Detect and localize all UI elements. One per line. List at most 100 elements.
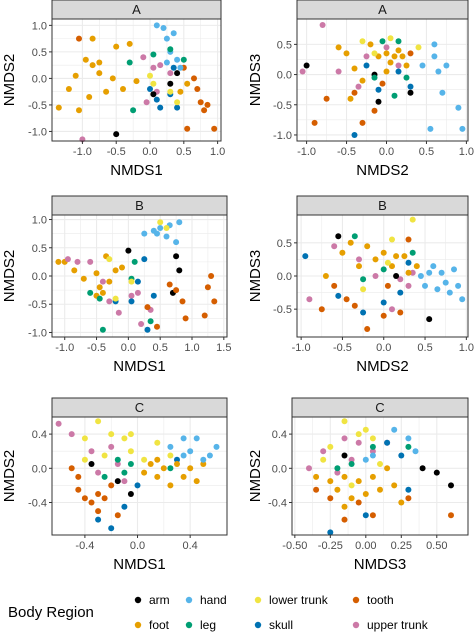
point-hand xyxy=(412,448,419,455)
legend-item-skull: skull xyxy=(254,618,293,632)
point-leg xyxy=(87,289,94,296)
point-foot xyxy=(106,278,113,285)
point-skull xyxy=(141,256,148,263)
point-hand xyxy=(141,230,148,237)
point-skull xyxy=(360,309,367,316)
legend-key xyxy=(185,621,193,629)
x-tick-label: -0.50 xyxy=(282,540,307,552)
point-foot xyxy=(398,499,405,506)
point-upper-trunk xyxy=(88,448,95,455)
point-foot xyxy=(327,478,334,485)
point-tooth xyxy=(323,95,330,102)
point-lower-trunk xyxy=(147,72,153,79)
point-tooth xyxy=(341,516,348,523)
point-hand xyxy=(439,89,446,96)
x-tick-label: -1.0 xyxy=(73,146,92,158)
point-hand xyxy=(430,263,437,270)
y-tick-label: 0.5 xyxy=(277,39,292,51)
facet-strip-label: C xyxy=(135,400,144,415)
point-foot xyxy=(55,258,62,265)
y-tick-label: -1.0 xyxy=(28,327,47,339)
point-foot xyxy=(187,465,194,472)
point-arm xyxy=(375,98,382,105)
point-foot xyxy=(154,456,161,463)
point-skull xyxy=(147,86,153,92)
point-foot xyxy=(86,94,93,100)
legend-item-tooth: tooth xyxy=(352,593,394,607)
point-lower-trunk xyxy=(320,456,327,463)
point-upper-trunk xyxy=(372,273,379,279)
point-skull xyxy=(174,104,181,111)
point-foot xyxy=(103,88,110,95)
legend-key xyxy=(254,621,262,629)
point-arm xyxy=(426,316,433,323)
point-tooth xyxy=(75,486,82,493)
point-upper-trunk xyxy=(306,296,313,303)
point-skull xyxy=(384,439,391,446)
point-foot xyxy=(413,263,420,270)
point-tooth xyxy=(204,101,211,108)
point-hand xyxy=(427,125,434,132)
point-skull xyxy=(95,516,102,523)
point-lower-trunk xyxy=(106,256,113,263)
point-arm xyxy=(341,452,348,459)
y-tick-label: 0.5 xyxy=(32,243,47,255)
point-hand xyxy=(417,273,424,279)
point-lower-trunk xyxy=(415,44,422,51)
point-hand xyxy=(362,456,369,463)
point-upper-trunk xyxy=(405,282,412,289)
point-hand xyxy=(153,22,160,29)
point-skull xyxy=(170,64,177,71)
legend-label: arm xyxy=(149,593,170,607)
point-hand xyxy=(177,64,184,71)
point-foot xyxy=(377,486,383,493)
point-tooth xyxy=(343,296,350,303)
point-upper-trunk xyxy=(121,478,128,485)
point-upper-trunk xyxy=(128,292,135,299)
point-leg xyxy=(369,443,376,450)
point-leg xyxy=(150,51,157,58)
point-foot xyxy=(395,47,402,54)
point-tooth xyxy=(211,298,218,305)
point-upper-trunk xyxy=(320,448,327,455)
point-foot xyxy=(55,104,62,111)
point-foot xyxy=(391,482,398,489)
legend-item-foot: foot xyxy=(134,618,170,632)
point-tooth xyxy=(173,287,180,294)
point-skull xyxy=(302,253,309,260)
point-tooth xyxy=(101,495,108,502)
point-foot xyxy=(112,267,119,274)
point-hand xyxy=(455,282,462,289)
point-lower-trunk xyxy=(127,431,134,438)
x-axis-title: NMDS3 xyxy=(354,556,407,573)
x-tick-label: 1.0 xyxy=(210,146,225,158)
point-foot xyxy=(347,239,354,246)
point-leg xyxy=(395,38,402,45)
point-foot xyxy=(359,77,366,84)
point-foot xyxy=(387,59,394,66)
point-skull xyxy=(351,132,358,138)
point-leg xyxy=(99,326,106,333)
point-foot xyxy=(341,503,348,510)
point-tooth xyxy=(448,512,454,519)
point-skull xyxy=(108,525,115,532)
point-hand xyxy=(154,230,160,237)
point-tooth xyxy=(405,495,412,502)
point-skull xyxy=(380,299,387,306)
x-tick-label: 0.5 xyxy=(153,342,168,354)
point-foot xyxy=(133,78,140,85)
point-arm xyxy=(407,89,414,96)
y-tick-label: -1.0 xyxy=(273,130,292,142)
facet-strip xyxy=(51,195,228,216)
facet-strip-label: A xyxy=(132,2,141,17)
point-upper-trunk xyxy=(306,465,312,472)
point-leg xyxy=(334,465,341,472)
y-tick-label: 0.0 xyxy=(32,463,47,475)
point-lower-trunk xyxy=(81,435,88,442)
legend-key xyxy=(134,596,142,604)
point-skull xyxy=(398,452,405,459)
x-tick-label: -1.0 xyxy=(55,342,74,354)
point-foot xyxy=(369,473,376,480)
point-tooth xyxy=(194,86,201,92)
point-skull xyxy=(327,529,334,536)
